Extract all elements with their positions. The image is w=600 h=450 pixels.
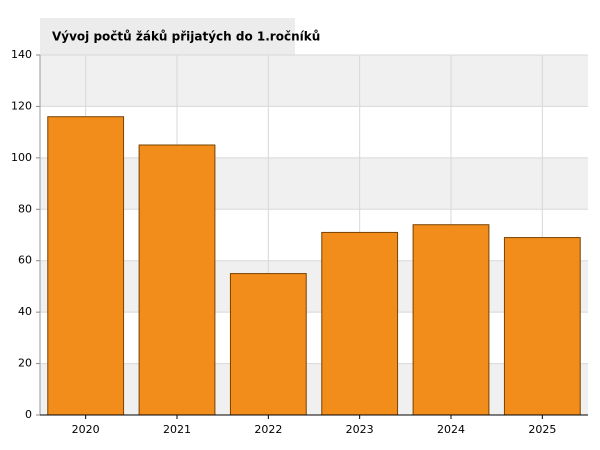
bar — [138, 144, 216, 416]
x-tick-label: 2023 — [346, 423, 374, 436]
y-tick-label: 140 — [11, 48, 32, 61]
bands — [40, 55, 588, 415]
x-tick-label: 2020 — [72, 423, 100, 436]
y-tick-label: 80 — [18, 202, 32, 215]
x-tick-label: 2024 — [437, 423, 465, 436]
chart-title: Vývoj počtů žáků přijatých do 1.ročníků — [52, 30, 320, 44]
bar — [229, 273, 307, 416]
x-tick-label: 2025 — [528, 423, 556, 436]
y-tick-label: 60 — [18, 254, 32, 267]
marks — [47, 116, 581, 416]
labels: 0 20 40 60 80 100 120 140 2020 2021 2022 2023 2024 20… — [11, 48, 588, 436]
bar — [412, 224, 490, 416]
y-tick-label: 20 — [18, 357, 32, 370]
y-tick-label: 0 — [25, 408, 32, 421]
y-tick-label: 40 — [18, 305, 32, 318]
bar — [503, 237, 581, 416]
y-tick-label: 100 — [11, 151, 32, 164]
grid-band — [40, 55, 588, 107]
title-box — [40, 18, 295, 55]
x-tick-label: 2021 — [163, 423, 191, 436]
x-tick-label: 2022 — [254, 423, 282, 436]
bar — [321, 231, 399, 416]
y-tick-label: 120 — [11, 99, 32, 112]
bar — [47, 116, 125, 416]
grid-band — [40, 260, 588, 313]
grid-band — [40, 157, 588, 210]
grid-band — [40, 363, 588, 415]
